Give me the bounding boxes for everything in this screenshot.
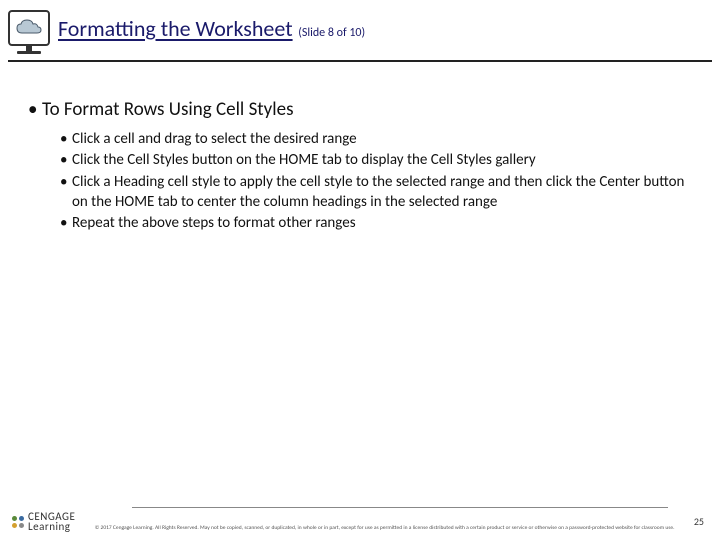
slide-footer: CENGAGE Learning © 2017 Cengage Learning… xyxy=(0,507,720,532)
logo-text: CENGAGE Learning xyxy=(28,512,75,532)
copyright-text: © 2017 Cengage Learning. All Rights Rese… xyxy=(83,525,685,532)
slide-counter: (Slide 8 of 10) xyxy=(298,26,365,40)
list-item: Click a cell and drag to select the desi… xyxy=(60,129,696,149)
footer-rule xyxy=(132,507,668,508)
cloud-monitor-icon xyxy=(8,10,50,46)
list-item: Click a Heading cell style to apply the … xyxy=(60,172,696,213)
list-item: Click the Cell Styles button on the HOME… xyxy=(60,150,696,170)
slide-content: To Format Rows Using Cell Styles Click a… xyxy=(0,62,720,233)
slide-header: Formatting the Worksheet (Slide 8 of 10) xyxy=(0,0,720,46)
page-number: 25 xyxy=(694,515,708,532)
sub-bullet-list: Click a cell and drag to select the desi… xyxy=(28,129,696,233)
cengage-logo: CENGAGE Learning xyxy=(12,512,75,532)
logo-dots-icon xyxy=(12,516,24,528)
list-item: Repeat the above steps to format other r… xyxy=(60,213,696,233)
logo-line2: Learning xyxy=(28,522,75,532)
main-heading: To Format Rows Using Cell Styles xyxy=(28,98,696,121)
title-wrap: Formatting the Worksheet (Slide 8 of 10) xyxy=(58,15,365,42)
slide-title: Formatting the Worksheet xyxy=(58,15,293,42)
